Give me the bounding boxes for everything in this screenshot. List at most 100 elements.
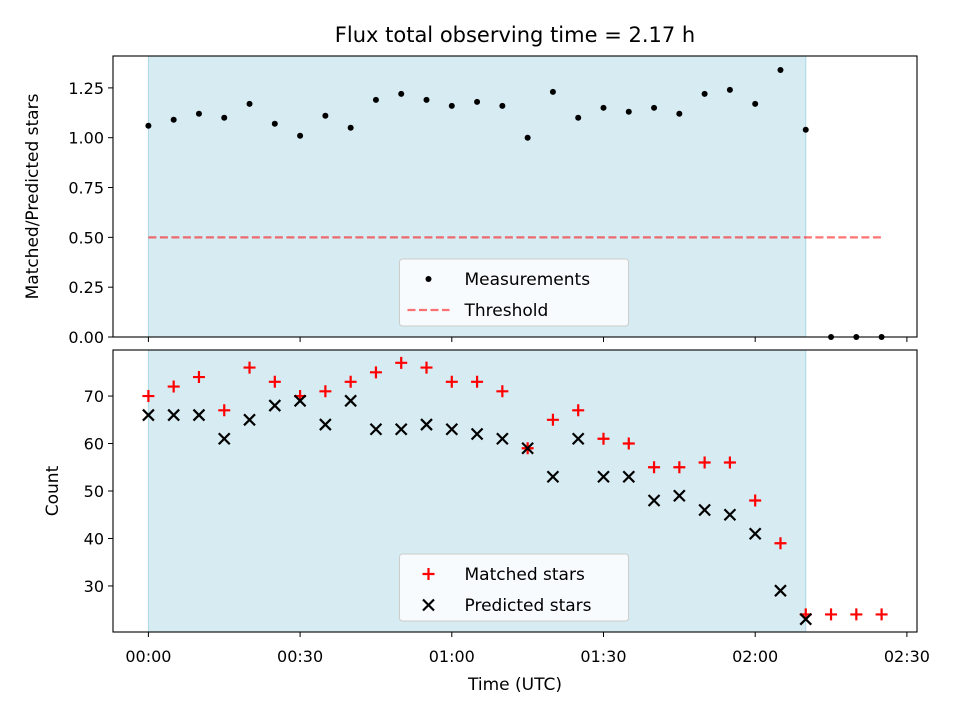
matched-star-point bbox=[698, 456, 711, 469]
predicted-star-point bbox=[420, 418, 433, 431]
x-tick-label: 00:00 bbox=[125, 647, 171, 666]
y-tick-label: 50 bbox=[84, 482, 104, 501]
legend-label: Matched stars bbox=[465, 565, 585, 585]
measurement-point bbox=[474, 98, 481, 105]
measurement-point bbox=[701, 90, 708, 97]
measurement-point bbox=[777, 66, 784, 73]
matched-star-point bbox=[243, 361, 256, 374]
x-axis-label: Time (UTC) bbox=[467, 675, 562, 695]
measurement-point bbox=[625, 108, 632, 115]
matched-star-point bbox=[218, 404, 231, 417]
measurement-point bbox=[676, 110, 683, 117]
matched-star-point bbox=[723, 456, 736, 469]
x-tick-label: 00:30 bbox=[277, 647, 323, 666]
matched-star-point bbox=[319, 385, 332, 398]
matched-star-point bbox=[622, 437, 635, 450]
matched-star-point bbox=[673, 461, 686, 474]
matched-star-point bbox=[597, 432, 610, 445]
measurement-point bbox=[271, 120, 278, 127]
matched-star-point bbox=[268, 375, 281, 388]
axes-frame bbox=[112, 55, 918, 338]
y-tick-label: 0.75 bbox=[68, 179, 104, 198]
predicted-star-point bbox=[496, 432, 509, 446]
predicted-star-point bbox=[521, 441, 534, 455]
matched-star-point bbox=[395, 356, 408, 369]
matched-star-point bbox=[774, 537, 787, 550]
y-axis-label: Count bbox=[43, 465, 63, 516]
y-tick-label: 1.00 bbox=[68, 129, 104, 148]
legend-cross-icon bbox=[422, 598, 435, 612]
matched-star-point bbox=[471, 375, 484, 388]
predicted-star-point bbox=[571, 432, 585, 446]
measurement-point bbox=[549, 88, 556, 95]
legend-dot-icon bbox=[425, 276, 432, 282]
measurement-point bbox=[448, 102, 455, 109]
legend-box bbox=[399, 258, 629, 327]
predicted-star-point bbox=[243, 413, 256, 427]
top-panel: 0.00 0.25 0.50 0.75 1.00 1.25 Matched/Predicte… bbox=[23, 55, 918, 347]
measurement-point bbox=[600, 104, 607, 111]
matched-star-point bbox=[648, 461, 661, 474]
legend-label: Predicted stars bbox=[465, 596, 592, 616]
predicted-star-point bbox=[192, 408, 206, 422]
axes-frame bbox=[112, 349, 918, 633]
measurement-point bbox=[499, 102, 506, 109]
predicted-star-point bbox=[293, 394, 307, 408]
measurement-point bbox=[170, 116, 177, 123]
predicted-star-point bbox=[167, 408, 180, 422]
measurement-point bbox=[322, 112, 329, 119]
x-tick-label: 02:00 bbox=[732, 647, 778, 666]
matched-star-point bbox=[167, 380, 180, 393]
predicted-star-point bbox=[622, 470, 636, 484]
y-tick-label: 1.25 bbox=[68, 79, 104, 98]
legend: Measurements Threshold bbox=[399, 258, 629, 327]
y-axis-label: Matched/Predicted stars bbox=[23, 93, 43, 299]
predicted-star-point bbox=[319, 418, 332, 431]
bottom-panel: 30 40 50 60 70 00:00 00:30 01:00 01:30 02:00 02:30… bbox=[43, 349, 930, 695]
x-tick-label: 01:30 bbox=[580, 647, 626, 666]
measurement-point bbox=[524, 134, 531, 141]
y-tick-label: 0.25 bbox=[68, 278, 104, 297]
matched-star-point bbox=[546, 413, 559, 426]
matched-star-point bbox=[369, 366, 382, 379]
measurement-point bbox=[221, 114, 228, 121]
matched-star-point bbox=[875, 608, 888, 621]
matched-star-point bbox=[572, 404, 585, 417]
measurement-point bbox=[297, 132, 304, 139]
predicted-star-point bbox=[647, 494, 661, 507]
measurement-point bbox=[423, 96, 430, 103]
measurement-point bbox=[372, 96, 379, 103]
measurement-point bbox=[651, 104, 658, 111]
predicted-star-point bbox=[394, 423, 408, 436]
chart-title: Flux total observing time = 2.17 h bbox=[335, 23, 695, 47]
measurement-point bbox=[802, 126, 809, 133]
y-tick-label: 0.00 bbox=[68, 328, 104, 347]
predicted-star-point bbox=[673, 489, 686, 503]
legend: Matched stars Predicted stars bbox=[399, 553, 629, 622]
predicted-star-point bbox=[142, 408, 155, 422]
measurement-point bbox=[752, 100, 759, 107]
legend-label: Threshold bbox=[464, 301, 549, 321]
matched-star-point bbox=[142, 390, 155, 403]
matched-star-point bbox=[445, 375, 458, 388]
y-tick-label: 70 bbox=[84, 387, 104, 406]
predicted-star-point bbox=[546, 470, 560, 484]
legend-plus-icon bbox=[422, 568, 435, 580]
measurement-point bbox=[195, 110, 202, 117]
predicted-star-point bbox=[774, 584, 787, 597]
x-tick-label: 02:30 bbox=[884, 647, 930, 666]
legend-box bbox=[399, 553, 629, 622]
predicted-star-point bbox=[748, 527, 762, 541]
measurement-point bbox=[347, 124, 354, 131]
x-tick-label: 01:00 bbox=[429, 647, 475, 666]
predicted-star-point bbox=[698, 503, 711, 517]
predicted-star-point bbox=[723, 508, 737, 522]
predicted-star-point bbox=[799, 612, 813, 626]
measurement-point bbox=[145, 122, 152, 129]
matched-star-point bbox=[749, 494, 762, 507]
measurement-point bbox=[398, 90, 405, 97]
y-tick-label: 40 bbox=[84, 529, 104, 548]
predicted-star-point bbox=[217, 432, 231, 446]
predicted-star-point bbox=[268, 399, 282, 412]
